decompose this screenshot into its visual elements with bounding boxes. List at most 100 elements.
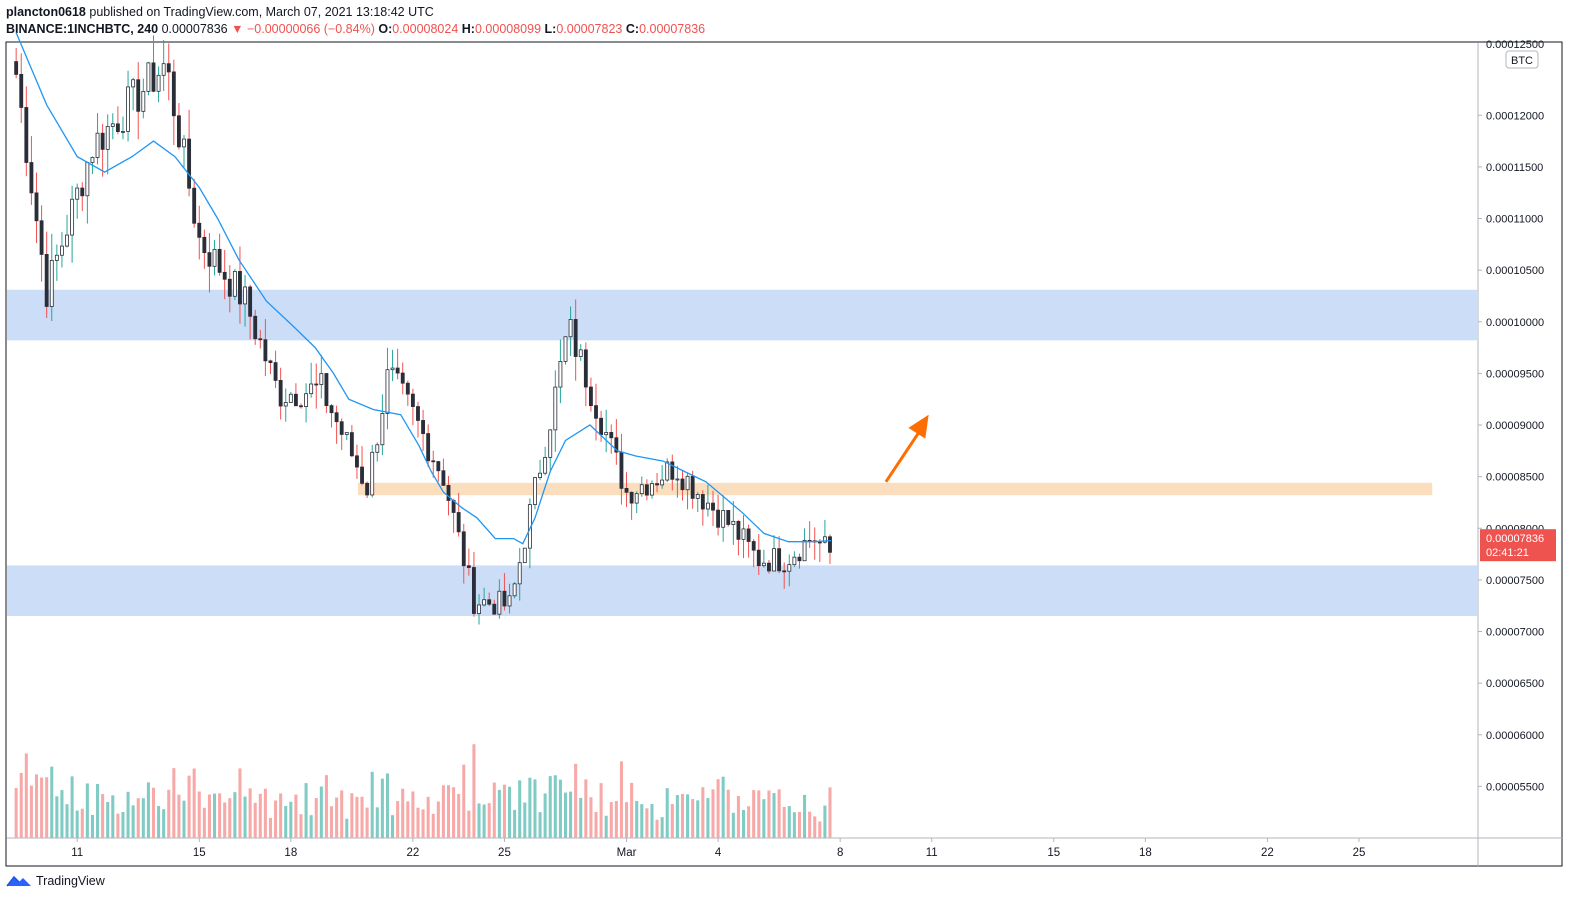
candle[interactable] bbox=[583, 349, 588, 388]
candle[interactable] bbox=[522, 547, 527, 564]
candle[interactable] bbox=[624, 487, 629, 493]
candle[interactable] bbox=[492, 603, 497, 615]
candle[interactable] bbox=[110, 123, 115, 127]
candle[interactable] bbox=[344, 432, 349, 435]
candle[interactable] bbox=[655, 483, 659, 486]
candle[interactable] bbox=[400, 372, 405, 384]
candle[interactable] bbox=[726, 510, 731, 525]
candle[interactable] bbox=[334, 412, 339, 423]
candle[interactable] bbox=[533, 477, 537, 505]
candle[interactable] bbox=[370, 451, 375, 496]
candle[interactable] bbox=[777, 548, 782, 572]
currency-badge[interactable] bbox=[1505, 50, 1539, 69]
candle[interactable] bbox=[477, 604, 481, 614]
candle[interactable] bbox=[171, 71, 176, 117]
candle[interactable] bbox=[258, 338, 263, 341]
candle[interactable] bbox=[187, 138, 192, 189]
candle[interactable] bbox=[405, 382, 410, 395]
candle[interactable] bbox=[700, 494, 705, 510]
candle[interactable] bbox=[375, 444, 380, 453]
candle[interactable] bbox=[278, 380, 283, 407]
candle[interactable] bbox=[44, 254, 49, 307]
candle[interactable] bbox=[355, 455, 359, 468]
candle[interactable] bbox=[670, 461, 675, 480]
candle[interactable] bbox=[431, 460, 436, 463]
candle[interactable] bbox=[609, 432, 614, 439]
candle[interactable] bbox=[660, 479, 665, 486]
candle[interactable] bbox=[487, 599, 492, 605]
candle[interactable] bbox=[161, 63, 166, 76]
candle[interactable] bbox=[736, 520, 741, 540]
candle[interactable] bbox=[507, 595, 512, 607]
up-arrow-shaft[interactable] bbox=[884, 425, 924, 483]
candle[interactable] bbox=[756, 549, 761, 567]
candle[interactable] bbox=[639, 484, 644, 495]
candle[interactable] bbox=[797, 556, 802, 562]
candle[interactable] bbox=[390, 367, 395, 371]
candle[interactable] bbox=[324, 373, 329, 407]
candle[interactable] bbox=[502, 590, 507, 607]
candle[interactable] bbox=[243, 286, 247, 305]
up-arrow-head-icon[interactable] bbox=[908, 414, 929, 439]
candle[interactable] bbox=[329, 405, 334, 414]
candle[interactable] bbox=[599, 417, 604, 436]
candle[interactable] bbox=[680, 478, 685, 491]
candle[interactable] bbox=[202, 236, 207, 254]
candle[interactable] bbox=[365, 482, 370, 496]
candle[interactable] bbox=[721, 510, 726, 528]
candle[interactable] bbox=[121, 130, 125, 133]
moving-average-line[interactable] bbox=[15, 32, 832, 545]
candle[interactable] bbox=[268, 360, 273, 364]
candle[interactable] bbox=[126, 86, 130, 132]
candle[interactable] bbox=[299, 405, 303, 408]
candle[interactable] bbox=[29, 162, 34, 194]
candle[interactable] bbox=[238, 271, 242, 305]
candle[interactable] bbox=[222, 271, 227, 280]
candle[interactable] bbox=[644, 484, 649, 496]
candle[interactable] bbox=[553, 386, 558, 431]
candle[interactable] bbox=[716, 509, 721, 528]
candle[interactable] bbox=[212, 248, 217, 267]
candle[interactable] bbox=[105, 126, 110, 150]
candle[interactable] bbox=[695, 494, 700, 499]
publisher-name[interactable]: plancton0618 bbox=[6, 5, 86, 19]
candle[interactable] bbox=[263, 339, 268, 362]
candle[interactable] bbox=[75, 187, 80, 200]
candle[interactable] bbox=[538, 472, 542, 478]
candle[interactable] bbox=[141, 90, 146, 112]
candle[interactable] bbox=[568, 319, 573, 338]
candle[interactable] bbox=[65, 234, 69, 247]
candle[interactable] bbox=[151, 62, 156, 92]
candle[interactable] bbox=[629, 491, 634, 504]
candle[interactable] bbox=[497, 590, 502, 615]
candle[interactable] bbox=[176, 115, 181, 148]
candle[interactable] bbox=[588, 386, 593, 407]
candle[interactable] bbox=[410, 393, 415, 407]
candle[interactable] bbox=[817, 541, 822, 544]
zone-resistance[interactable] bbox=[7, 289, 1478, 341]
candle[interactable] bbox=[14, 61, 19, 75]
candle[interactable] bbox=[182, 138, 186, 148]
candle[interactable] bbox=[650, 483, 654, 496]
candle[interactable] bbox=[197, 222, 202, 238]
candle[interactable] bbox=[349, 432, 354, 457]
candle[interactable] bbox=[293, 393, 298, 407]
candle[interactable] bbox=[395, 367, 400, 374]
candle[interactable] bbox=[207, 252, 212, 267]
candle[interactable] bbox=[548, 429, 553, 458]
candle[interactable] bbox=[85, 161, 90, 197]
candle[interactable] bbox=[90, 157, 95, 163]
candle[interactable] bbox=[482, 599, 487, 606]
candle[interactable] bbox=[746, 528, 751, 542]
candle[interactable] bbox=[54, 254, 59, 261]
candle[interactable] bbox=[80, 187, 85, 197]
candle[interactable] bbox=[675, 478, 680, 481]
candle[interactable] bbox=[472, 567, 476, 614]
candle[interactable] bbox=[767, 562, 771, 572]
candle[interactable] bbox=[100, 132, 105, 150]
candle[interactable] bbox=[558, 361, 563, 388]
candle[interactable] bbox=[594, 405, 598, 419]
candle[interactable] bbox=[288, 393, 293, 403]
candle[interactable] bbox=[156, 74, 161, 92]
candle[interactable] bbox=[19, 74, 24, 108]
